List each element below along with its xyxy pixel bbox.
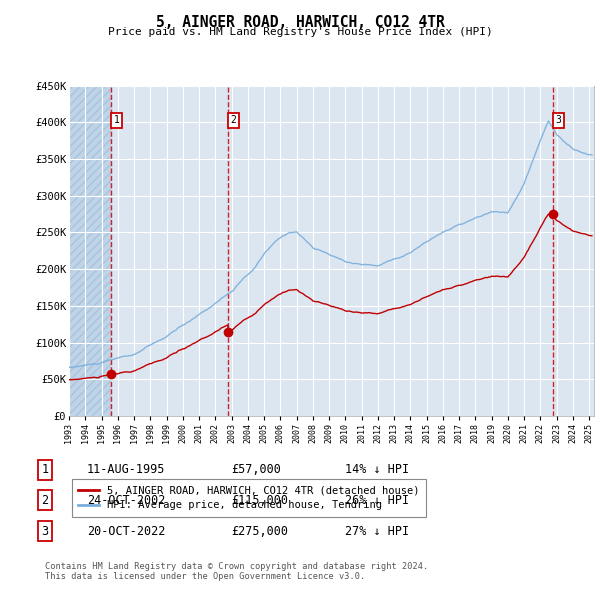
Text: Contains HM Land Registry data © Crown copyright and database right 2024.
This d: Contains HM Land Registry data © Crown c…	[45, 562, 428, 581]
Text: 26% ↓ HPI: 26% ↓ HPI	[345, 494, 409, 507]
Text: £275,000: £275,000	[231, 525, 288, 537]
Text: 24-OCT-2002: 24-OCT-2002	[87, 494, 166, 507]
Text: 14% ↓ HPI: 14% ↓ HPI	[345, 463, 409, 476]
Text: £115,000: £115,000	[231, 494, 288, 507]
Text: 1: 1	[41, 463, 49, 476]
Text: 2: 2	[41, 494, 49, 507]
Text: 11-AUG-1995: 11-AUG-1995	[87, 463, 166, 476]
Legend: 5, AINGER ROAD, HARWICH, CO12 4TR (detached house), HPI: Average price, detached: 5, AINGER ROAD, HARWICH, CO12 4TR (detac…	[71, 479, 426, 517]
Text: 2: 2	[230, 115, 236, 125]
Text: Price paid vs. HM Land Registry's House Price Index (HPI): Price paid vs. HM Land Registry's House …	[107, 27, 493, 37]
Text: 5, AINGER ROAD, HARWICH, CO12 4TR: 5, AINGER ROAD, HARWICH, CO12 4TR	[155, 15, 445, 30]
Text: 27% ↓ HPI: 27% ↓ HPI	[345, 525, 409, 537]
Text: £57,000: £57,000	[231, 463, 281, 476]
Text: 3: 3	[41, 525, 49, 537]
Text: 1: 1	[113, 115, 119, 125]
Bar	[69, 86, 110, 416]
Text: 3: 3	[556, 115, 562, 125]
Text: 20-OCT-2022: 20-OCT-2022	[87, 525, 166, 537]
